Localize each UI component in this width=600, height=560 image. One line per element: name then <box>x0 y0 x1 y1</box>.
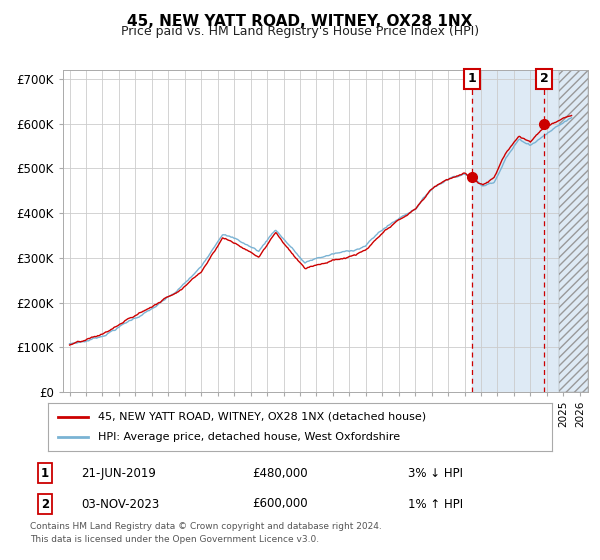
Text: 2: 2 <box>540 72 548 86</box>
Text: 3% ↓ HPI: 3% ↓ HPI <box>408 466 463 480</box>
Bar <box>472 70 588 392</box>
Text: £600,000: £600,000 <box>252 497 308 511</box>
Text: 45, NEW YATT ROAD, WITNEY, OX28 1NX: 45, NEW YATT ROAD, WITNEY, OX28 1NX <box>127 14 473 29</box>
Text: £480,000: £480,000 <box>252 466 308 480</box>
Text: 21-JUN-2019: 21-JUN-2019 <box>81 466 156 480</box>
Text: 1: 1 <box>468 72 476 86</box>
Text: 1: 1 <box>41 466 49 480</box>
Text: Contains HM Land Registry data © Crown copyright and database right 2024.
This d: Contains HM Land Registry data © Crown c… <box>30 522 382 544</box>
Text: 45, NEW YATT ROAD, WITNEY, OX28 1NX (detached house): 45, NEW YATT ROAD, WITNEY, OX28 1NX (det… <box>98 412 427 422</box>
Text: 03-NOV-2023: 03-NOV-2023 <box>81 497 159 511</box>
Text: 2: 2 <box>41 497 49 511</box>
Text: 1% ↑ HPI: 1% ↑ HPI <box>408 497 463 511</box>
Text: Price paid vs. HM Land Registry's House Price Index (HPI): Price paid vs. HM Land Registry's House … <box>121 25 479 38</box>
Text: HPI: Average price, detached house, West Oxfordshire: HPI: Average price, detached house, West… <box>98 432 401 442</box>
